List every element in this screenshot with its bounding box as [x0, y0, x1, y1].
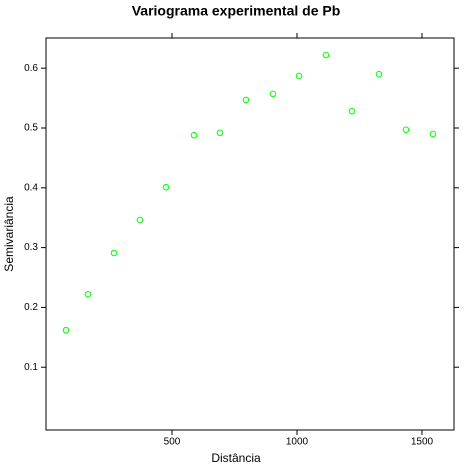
- y-tick-label: 0.2: [24, 302, 38, 313]
- point: [348, 107, 356, 115]
- point: [136, 216, 144, 224]
- y-axis-label: Semivariância: [2, 196, 16, 272]
- y-tick-label: 0.1: [24, 362, 38, 373]
- y-tick-label: 0.4: [24, 182, 38, 193]
- y-tick-label: 0.3: [24, 242, 38, 253]
- x-tick-label: 1500: [411, 437, 434, 448]
- x-tick-label: 500: [164, 437, 181, 448]
- point: [242, 96, 250, 104]
- point: [402, 126, 410, 134]
- chart-title: Variograma experimental de Pb: [132, 3, 341, 19]
- plot-frame: [45, 37, 455, 431]
- point: [375, 70, 383, 78]
- point: [295, 72, 303, 80]
- point: [216, 129, 224, 137]
- point: [190, 131, 198, 139]
- y-tick-label: 0.5: [24, 123, 38, 134]
- point: [322, 51, 330, 59]
- point: [62, 326, 70, 334]
- point: [269, 90, 277, 98]
- point: [429, 130, 437, 138]
- x-axis-label: Distância: [211, 451, 261, 465]
- y-tick-label: 0.6: [24, 63, 38, 74]
- point: [162, 183, 170, 191]
- point: [110, 249, 118, 257]
- point: [84, 290, 92, 298]
- x-tick-label: 1000: [286, 437, 309, 448]
